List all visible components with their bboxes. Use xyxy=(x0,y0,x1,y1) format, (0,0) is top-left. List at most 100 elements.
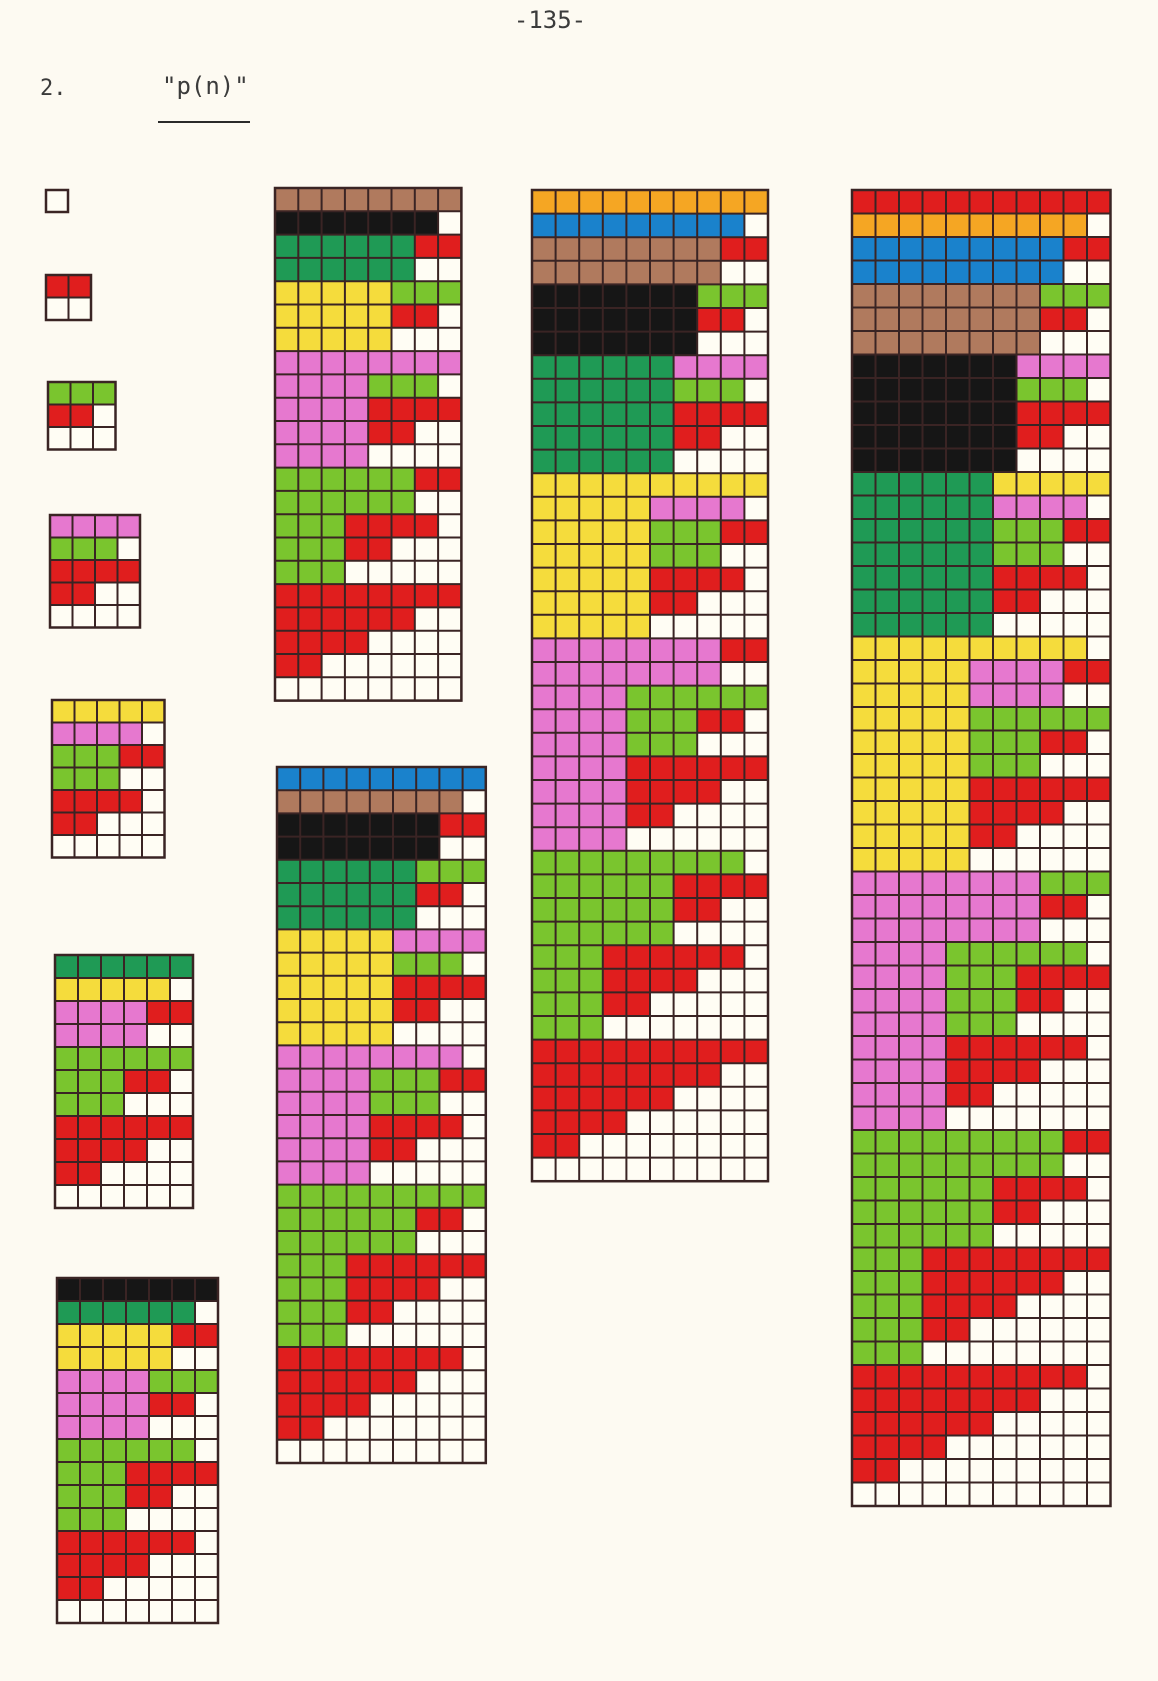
page-number: -135- xyxy=(513,6,587,34)
part-bar-3 xyxy=(57,1485,126,1508)
part-bar-3 xyxy=(1016,942,1087,966)
part-bar-3 xyxy=(368,374,439,398)
partition-diagram-4 xyxy=(48,513,142,629)
part-bar-5 xyxy=(852,707,970,731)
partition-diagram-9 xyxy=(275,765,488,1465)
part-bar-3 xyxy=(650,544,721,568)
part-bar-3 xyxy=(922,1200,993,1224)
part-bar-3 xyxy=(852,1130,923,1154)
part-bar-3 xyxy=(277,1207,347,1231)
diagram-border xyxy=(273,186,463,702)
part-bar-3 xyxy=(52,767,120,790)
section-number: 2. xyxy=(40,76,67,101)
part-bar-3 xyxy=(532,874,603,898)
diagram-border xyxy=(275,765,488,1465)
part-bar-3 xyxy=(532,898,603,922)
part-bar-3 xyxy=(391,281,462,305)
part-bar-3 xyxy=(52,745,120,768)
part-bar-3 xyxy=(393,952,463,976)
part-bar-5 xyxy=(852,636,970,660)
part-bar-3 xyxy=(532,945,603,969)
part-bar-5 xyxy=(852,730,970,754)
part-bar-5 xyxy=(532,591,650,615)
partition-diagram-1 xyxy=(44,188,70,214)
part-bar-3 xyxy=(277,1277,347,1301)
part-bar-5 xyxy=(532,520,650,544)
part-bar-3 xyxy=(626,685,698,710)
part-bar-3 xyxy=(602,874,674,898)
part-bar-3 xyxy=(697,284,768,308)
partition-diagram-7 xyxy=(55,1276,220,1625)
part-bar-3 xyxy=(1040,871,1111,895)
part-bar-7 xyxy=(532,331,698,356)
part-bar-3 xyxy=(602,850,674,875)
part-bar-3 xyxy=(993,1130,1064,1154)
part-bar-7 xyxy=(852,354,1017,378)
part-bar-3 xyxy=(1040,707,1111,731)
part-bar-3 xyxy=(852,1153,923,1177)
partition-diagram-8 xyxy=(273,186,463,702)
part-bar-3 xyxy=(346,1207,417,1231)
section-title: "p(n)" xyxy=(162,72,249,100)
part-bar-3 xyxy=(602,898,674,922)
part-bar-3 xyxy=(626,709,698,733)
part-bar-3 xyxy=(626,732,698,757)
part-bar-3 xyxy=(922,1153,993,1177)
part-bar-3 xyxy=(277,1231,347,1255)
part-bar-5 xyxy=(277,1022,393,1046)
part-bar-3 xyxy=(852,1247,923,1271)
part-bar-5 xyxy=(852,777,970,801)
part-bar-3 xyxy=(277,1300,347,1324)
part-bar-7 xyxy=(532,308,698,332)
part-bar-5 xyxy=(277,952,393,976)
part-bar-3 xyxy=(57,1462,126,1485)
part-bar-5 xyxy=(57,1324,172,1347)
part-bar-3 xyxy=(57,1439,126,1462)
part-bar-5 xyxy=(275,327,392,352)
diagram-border xyxy=(44,188,70,214)
partition-diagram-5 xyxy=(50,698,166,859)
part-bar-5 xyxy=(275,304,392,328)
part-bar-3 xyxy=(416,859,486,883)
part-bar-3 xyxy=(275,514,345,538)
part-bar-5 xyxy=(277,999,393,1023)
part-bar-3 xyxy=(275,490,345,515)
part-bar-7 xyxy=(852,378,1017,402)
part-bar-5 xyxy=(993,472,1111,496)
part-bar-3 xyxy=(852,1318,923,1342)
part-bar-3 xyxy=(277,1184,347,1208)
part-bar-5 xyxy=(852,754,970,778)
part-bar-3 xyxy=(55,1070,124,1093)
part-bar-3 xyxy=(993,542,1064,566)
part-bar-3 xyxy=(344,467,415,491)
part-bar-3 xyxy=(852,1177,923,1201)
part-bar-5 xyxy=(969,636,1087,660)
part-bar-9 xyxy=(852,237,1064,261)
part-bar-3 xyxy=(852,1200,923,1224)
part-bar-3 xyxy=(852,1294,923,1318)
part-bar-3 xyxy=(57,1508,126,1531)
part-bar-3 xyxy=(852,1341,923,1365)
part-bar-5 xyxy=(277,975,393,999)
part-bar-9 xyxy=(277,767,486,791)
part-bar-11 xyxy=(852,190,1111,214)
part-bar-3 xyxy=(126,1439,195,1462)
part-bar-3 xyxy=(275,560,345,585)
part-bar-3 xyxy=(344,490,415,515)
part-bar-3 xyxy=(922,1177,993,1201)
part-bar-3 xyxy=(650,520,721,544)
partition-diagram-2 xyxy=(44,273,93,322)
diagram-border xyxy=(55,1276,220,1625)
diagram-border xyxy=(850,188,1112,1508)
diagram-background xyxy=(46,190,68,212)
part-bar-5 xyxy=(532,544,650,568)
part-bar-5 xyxy=(532,614,650,639)
diagram-border xyxy=(48,513,142,629)
part-bar-5 xyxy=(55,978,170,1001)
diagram-border xyxy=(44,273,93,322)
part-bar-5 xyxy=(275,281,392,305)
part-bar-5 xyxy=(852,848,970,872)
title-underline xyxy=(158,121,250,123)
partition-diagram-6 xyxy=(53,953,195,1210)
